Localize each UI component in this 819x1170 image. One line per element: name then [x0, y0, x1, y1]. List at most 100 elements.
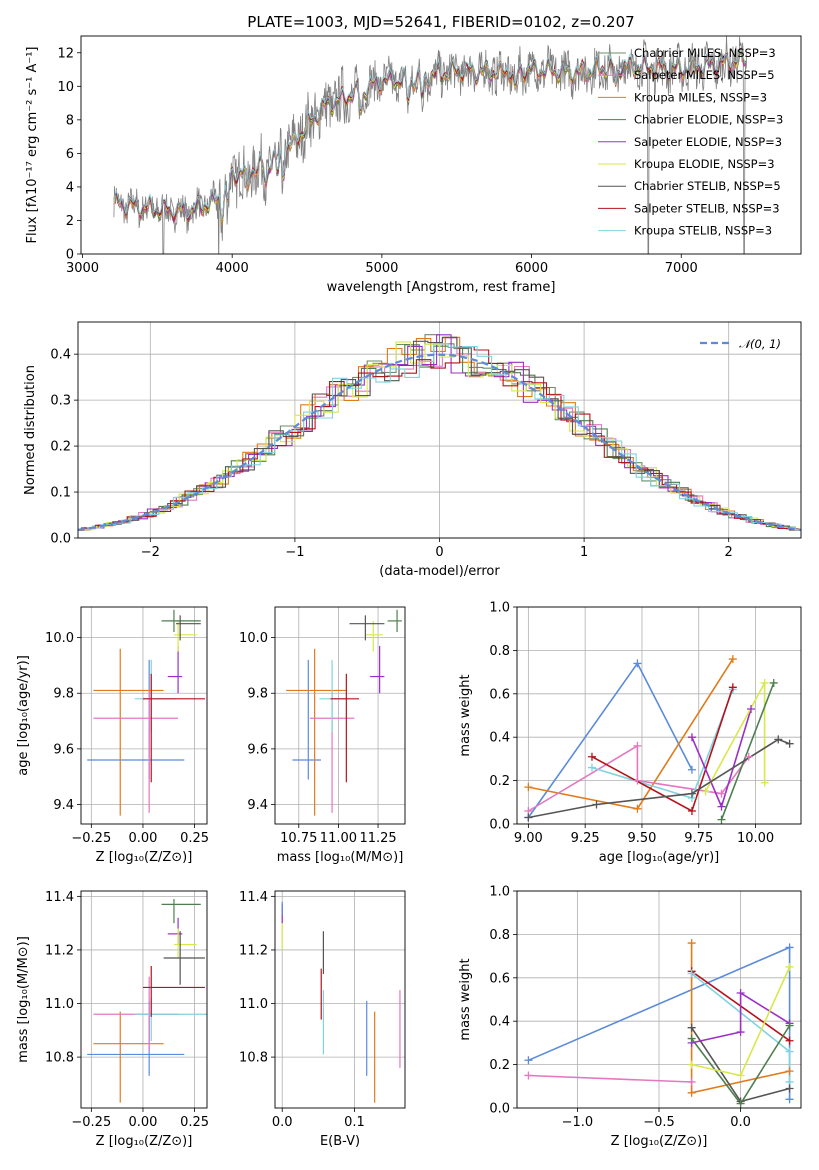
y-tick-label: 12 — [57, 46, 74, 61]
x-tick-label: 0.00 — [128, 1115, 157, 1130]
plus-marker — [785, 1021, 794, 1030]
y-tick-label: 0.0 — [50, 532, 71, 547]
plus-marker — [769, 678, 778, 687]
plus-marker — [785, 1095, 794, 1104]
x-tick-label: −1.0 — [562, 1115, 594, 1130]
plus-marker — [687, 969, 696, 978]
x-tick-label: 10.00 — [737, 831, 774, 846]
y-tick-label: 0.4 — [489, 1015, 510, 1030]
y-tick-label: 10.0 — [45, 631, 74, 646]
plus-marker — [524, 1056, 533, 1065]
plus-marker — [524, 813, 533, 822]
plus-marker — [687, 1060, 696, 1069]
axes-frame — [80, 890, 208, 1109]
legend-label: Kroupa ELODIE, NSSP=3 — [634, 157, 775, 171]
x-axis-label: mass [log₁₀(M/M⊙)] — [277, 850, 404, 865]
plus-marker — [717, 789, 726, 798]
plus-marker — [717, 815, 726, 824]
x-axis-label: E(B-V) — [320, 1134, 360, 1149]
plus-marker — [736, 1028, 745, 1037]
y-axis-label: mass weight — [458, 958, 473, 1040]
y-tick-label: 9.8 — [53, 687, 74, 702]
x-tick-label: 0.25 — [180, 831, 209, 846]
y-tick-label: 11.0 — [45, 997, 74, 1012]
plot-area-hist — [78, 334, 801, 532]
axes-frame — [274, 890, 406, 1109]
x-tick-label: 6000 — [515, 261, 548, 276]
y-tick-label: 11.2 — [45, 943, 74, 958]
x-axis-label: (data-model)/error — [379, 564, 500, 579]
y-tick-label: 0.6 — [489, 687, 510, 702]
plot-area-z_mass — [87, 899, 207, 1103]
y-tick-label: 10.8 — [45, 1051, 74, 1066]
x-axis-label: age [log₁₀(age/yr)] — [599, 850, 720, 865]
grid-ebv_mass — [275, 891, 405, 1108]
panel-mass_age: 10.75 11.00 11.25 9.4 9.6 9.8 10.0 mass [log₁₀(… — [239, 606, 406, 865]
plus-marker — [760, 778, 769, 787]
weight-line — [691, 991, 791, 1044]
y-tick-label: 0.1 — [50, 486, 71, 501]
y-tick-label: 10.0 — [239, 631, 268, 646]
x-tick-label: −0.5 — [643, 1115, 675, 1130]
model-spectrum-line — [113, 49, 747, 221]
y-tick-label: 2 — [66, 214, 74, 229]
x-axis-label: wavelength [Angstrom, rest frame] — [327, 280, 556, 295]
plus-marker — [633, 741, 642, 750]
y-tick-label: 0.2 — [50, 440, 71, 455]
legend-label: Chabrier ELODIE, NSSP=3 — [634, 113, 783, 127]
x-tick-label: 0.1 — [344, 1115, 365, 1130]
y-tick-label: 6 — [66, 147, 74, 162]
x-tick-label: −0.25 — [71, 1115, 111, 1130]
plot-area-age_weight — [527, 658, 790, 820]
legend-label: Chabrier STELIB, NSSP=5 — [634, 179, 781, 193]
y-tick-label: 0.0 — [489, 818, 510, 833]
x-tick-label: 11.25 — [359, 831, 396, 846]
plus-marker — [736, 1099, 745, 1108]
x-tick-label: 7000 — [665, 261, 698, 276]
y-tick-label: 9.6 — [53, 742, 74, 757]
x-tick-label: 2 — [725, 545, 733, 560]
panel-ebv_mass: 0.0 0.1 10.8 11.0 11.2 11.4 E(B-V) — [239, 890, 406, 1149]
legend-label: Kroupa MILES, NSSP=3 — [634, 90, 767, 104]
axes-frame — [80, 35, 802, 255]
x-tick-label: −0.25 — [71, 831, 111, 846]
axes-frame — [77, 321, 802, 539]
weight-line — [528, 1074, 692, 1083]
grid-z_age — [81, 607, 207, 824]
y-tick-label: 0 — [66, 248, 74, 263]
y-tick-label: 9.4 — [53, 798, 74, 813]
y-tick-label: 0.4 — [50, 348, 71, 363]
plus-marker — [785, 1036, 794, 1045]
histogram-steps — [78, 344, 801, 531]
plus-marker — [592, 800, 601, 809]
y-tick-label: 0.8 — [489, 928, 510, 943]
y-axis-label: Flux [fλ10⁻¹⁷ erg cm⁻² s⁻¹ A⁻¹] — [25, 47, 40, 244]
observed-spectrum-line — [113, 36, 748, 254]
plus-marker — [785, 943, 794, 952]
panel-z_weight: −1.0 −0.5 0.0 0.0 0.2 0.4 0.6 0.8 1.0 Z [log₁₀(Z/… — [458, 885, 802, 1149]
x-tick-label: −2 — [141, 545, 160, 560]
histogram-steps — [86, 343, 801, 531]
x-tick-label: 0 — [435, 545, 443, 560]
y-tick-label: 0.2 — [489, 774, 510, 789]
plus-marker — [687, 939, 696, 948]
x-tick-label: 0.25 — [180, 1115, 209, 1130]
plus-marker — [728, 683, 737, 692]
axes-frame — [516, 606, 802, 825]
plus-marker — [687, 1023, 696, 1032]
plot-area-z_age — [87, 609, 205, 816]
plus-marker — [728, 655, 737, 664]
y-tick-label: 11.4 — [239, 890, 268, 905]
normal-distribution-curve — [78, 353, 801, 531]
y-tick-label: 1.0 — [489, 601, 510, 616]
x-axis-label: Z [log₁₀(Z/Z⊙)] — [96, 850, 193, 865]
x-tick-label: 9.50 — [627, 831, 656, 846]
panel-z_age: −0.25 0.00 0.25 9.4 9.6 9.8 10.0 Z [log₁₀(Z/Z⊙)… — [16, 606, 209, 865]
y-tick-label: 11.4 — [45, 890, 74, 905]
legend-label: 𝒩(0, 1) — [739, 337, 781, 351]
plus-marker — [633, 659, 642, 668]
plus-marker — [744, 752, 753, 761]
weight-line — [720, 682, 775, 820]
plot-area-spectrum — [113, 36, 748, 254]
